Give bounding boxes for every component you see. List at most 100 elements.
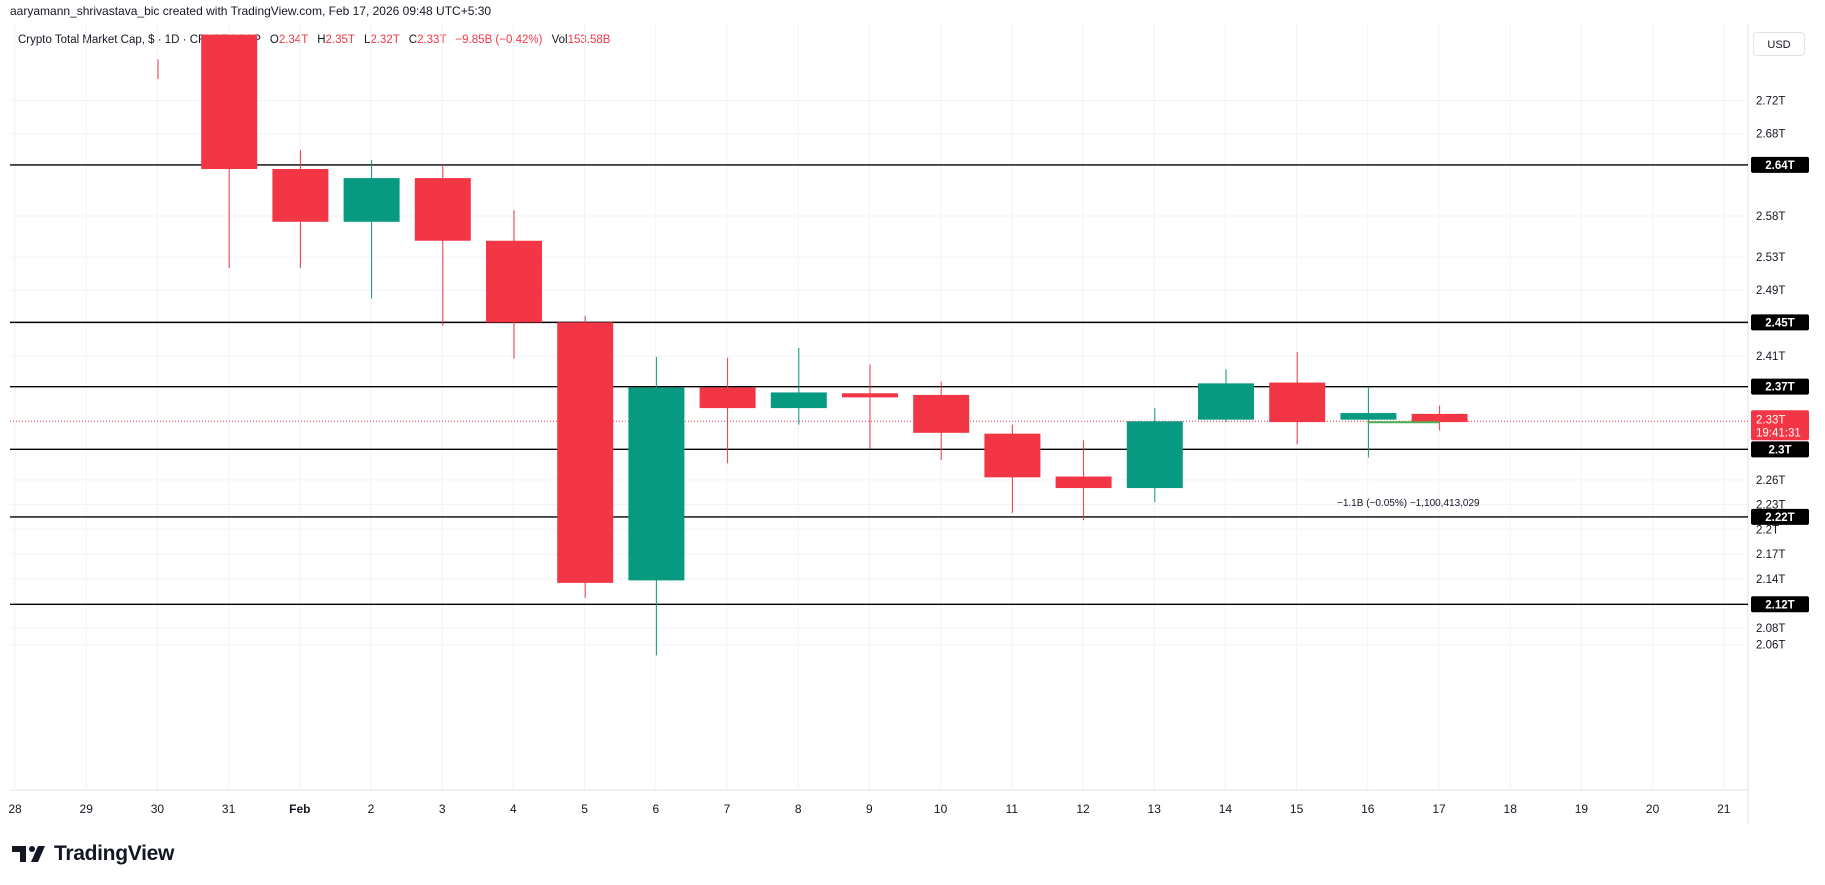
candle bbox=[486, 210, 542, 359]
low-value: 2.32T bbox=[370, 34, 400, 46]
level-price-tag bbox=[1751, 314, 1809, 331]
time-tick-label: 6 bbox=[652, 802, 659, 816]
time-tick-label: 7 bbox=[724, 802, 731, 816]
level-price-tag bbox=[1751, 508, 1809, 525]
price-tick-label: 2.08T bbox=[1756, 623, 1785, 635]
close-value: 2.33T bbox=[417, 34, 447, 46]
level-price-label: 2.3T bbox=[1768, 444, 1791, 456]
candle bbox=[628, 356, 685, 656]
candle-body bbox=[272, 169, 329, 222]
candle-body bbox=[343, 178, 400, 222]
current-price-tag bbox=[1751, 410, 1809, 441]
candle-body bbox=[1198, 383, 1254, 420]
time-tick-label: 14 bbox=[1219, 802, 1233, 816]
candle bbox=[1269, 352, 1326, 445]
candle bbox=[343, 159, 400, 299]
close-label: C bbox=[408, 34, 418, 46]
time-tick-label: 16 bbox=[1361, 802, 1375, 816]
bar-countdown-label: 19:41:31 bbox=[1756, 427, 1801, 439]
measure-annotation: −1.1B (−0.05%) −1,100,413,029 bbox=[1337, 498, 1480, 509]
tradingview-logo-text: TradingView bbox=[54, 842, 175, 865]
candle bbox=[201, 34, 258, 268]
price-tick-label: 2.06T bbox=[1756, 640, 1785, 652]
price-axis: 2.72T 2.68T 2.58T 2.53T 2.49T 2.41T 2.26T 2.23T… bbox=[1751, 96, 1809, 652]
candle bbox=[1411, 405, 1468, 431]
price-tick-label: 2.23T bbox=[1756, 500, 1785, 512]
tradingview-logo[interactable]: TradingView bbox=[12, 842, 174, 866]
symbol-legend: Crypto Total Market Cap, $ · 1D · CRYPTO… bbox=[18, 34, 610, 46]
level-price-label: 2.12T bbox=[1765, 599, 1794, 611]
candle-body bbox=[1340, 413, 1397, 420]
candle bbox=[1055, 440, 1112, 521]
candle-body bbox=[557, 322, 614, 583]
candle-body bbox=[699, 387, 756, 409]
open-value: 2.34T bbox=[278, 34, 309, 46]
low-label: L bbox=[363, 34, 371, 46]
candle-body bbox=[842, 393, 898, 398]
time-tick-label: Feb bbox=[289, 802, 310, 816]
candle-body bbox=[984, 433, 1041, 478]
horizontal-levels: 2.64T 2.45T 2.37T 2.3T 2.22T 2.12T bbox=[10, 156, 1809, 613]
candle bbox=[984, 424, 1041, 513]
candle bbox=[414, 164, 471, 326]
candle bbox=[1126, 408, 1183, 503]
time-tick-label: 4 bbox=[510, 802, 517, 816]
volume-label: Vol bbox=[551, 34, 568, 46]
price-tick-label: 2.58T bbox=[1756, 211, 1785, 223]
candle-body bbox=[770, 392, 827, 409]
candle bbox=[913, 381, 970, 461]
time-tick-label: 20 bbox=[1646, 802, 1660, 816]
grid-lines bbox=[10, 24, 1749, 824]
level-price-tag bbox=[1751, 596, 1809, 613]
tradingview-logo-icon bbox=[12, 846, 45, 862]
candles: −1.1B (−0.05%) −1,100,413,029 bbox=[157, 34, 1480, 656]
candle-body bbox=[913, 394, 970, 433]
price-tick-label: 2.53T bbox=[1756, 252, 1785, 264]
time-tick-label: 17 bbox=[1432, 802, 1446, 816]
candle bbox=[699, 357, 756, 464]
level-price-tag bbox=[1751, 378, 1809, 395]
current-price-label: 2.33T bbox=[1756, 414, 1785, 426]
price-tick-label: 2.2T bbox=[1756, 524, 1779, 536]
price-tick-label: 2.72T bbox=[1756, 96, 1785, 108]
candle-body bbox=[414, 178, 471, 241]
open-label: O bbox=[269, 34, 279, 46]
time-tick-label: 11 bbox=[1006, 802, 1019, 816]
price-tick-label: 2.17T bbox=[1756, 549, 1785, 561]
time-tick-label: 31 bbox=[222, 802, 236, 816]
price-tick-label: 2.68T bbox=[1756, 129, 1785, 141]
level-price-label: 2.22T bbox=[1765, 512, 1794, 524]
time-axis: 28 29 30 31 Feb 2 3 4 5 6 7 8 9 10 11 12 13 14 15 16 17 18 19 2… bbox=[8, 802, 1730, 816]
candle-body bbox=[1055, 476, 1112, 489]
candle-body bbox=[486, 240, 542, 323]
symbol-name[interactable]: Crypto Total Market Cap, $ · 1D · CRYPTO… bbox=[18, 34, 261, 46]
level-price-tag bbox=[1751, 441, 1809, 458]
candle-body bbox=[628, 387, 685, 581]
candle-body bbox=[1411, 413, 1468, 423]
price-tick-label: 2.41T bbox=[1756, 351, 1785, 363]
candle bbox=[557, 315, 614, 598]
level-price-label: 2.45T bbox=[1765, 317, 1794, 329]
time-tick-label: 9 bbox=[866, 802, 873, 816]
price-tick-label: 2.26T bbox=[1756, 475, 1785, 487]
time-tick-label: 28 bbox=[8, 802, 22, 816]
volume-value: 153.58B bbox=[567, 34, 611, 46]
time-tick-label: 18 bbox=[1504, 802, 1518, 816]
time-tick-label: 30 bbox=[151, 802, 165, 816]
currency-button[interactable]: USD bbox=[1753, 32, 1805, 56]
candle-body bbox=[201, 34, 258, 170]
candle-body bbox=[1269, 382, 1326, 423]
time-tick-label: 8 bbox=[795, 802, 802, 816]
time-tick-label: 13 bbox=[1148, 802, 1162, 816]
time-tick-label: 29 bbox=[80, 802, 94, 816]
time-tick-label: 15 bbox=[1290, 802, 1304, 816]
time-tick-label: 21 bbox=[1717, 802, 1731, 816]
chart-attribution: aaryamann_shrivastava_bic created with T… bbox=[10, 4, 492, 18]
time-tick-label: 10 bbox=[934, 802, 948, 816]
level-price-label: 2.64T bbox=[1765, 160, 1794, 172]
time-tick-label: 12 bbox=[1076, 802, 1090, 816]
candle bbox=[770, 347, 827, 425]
candle bbox=[842, 364, 898, 449]
candle-body bbox=[1126, 421, 1183, 489]
